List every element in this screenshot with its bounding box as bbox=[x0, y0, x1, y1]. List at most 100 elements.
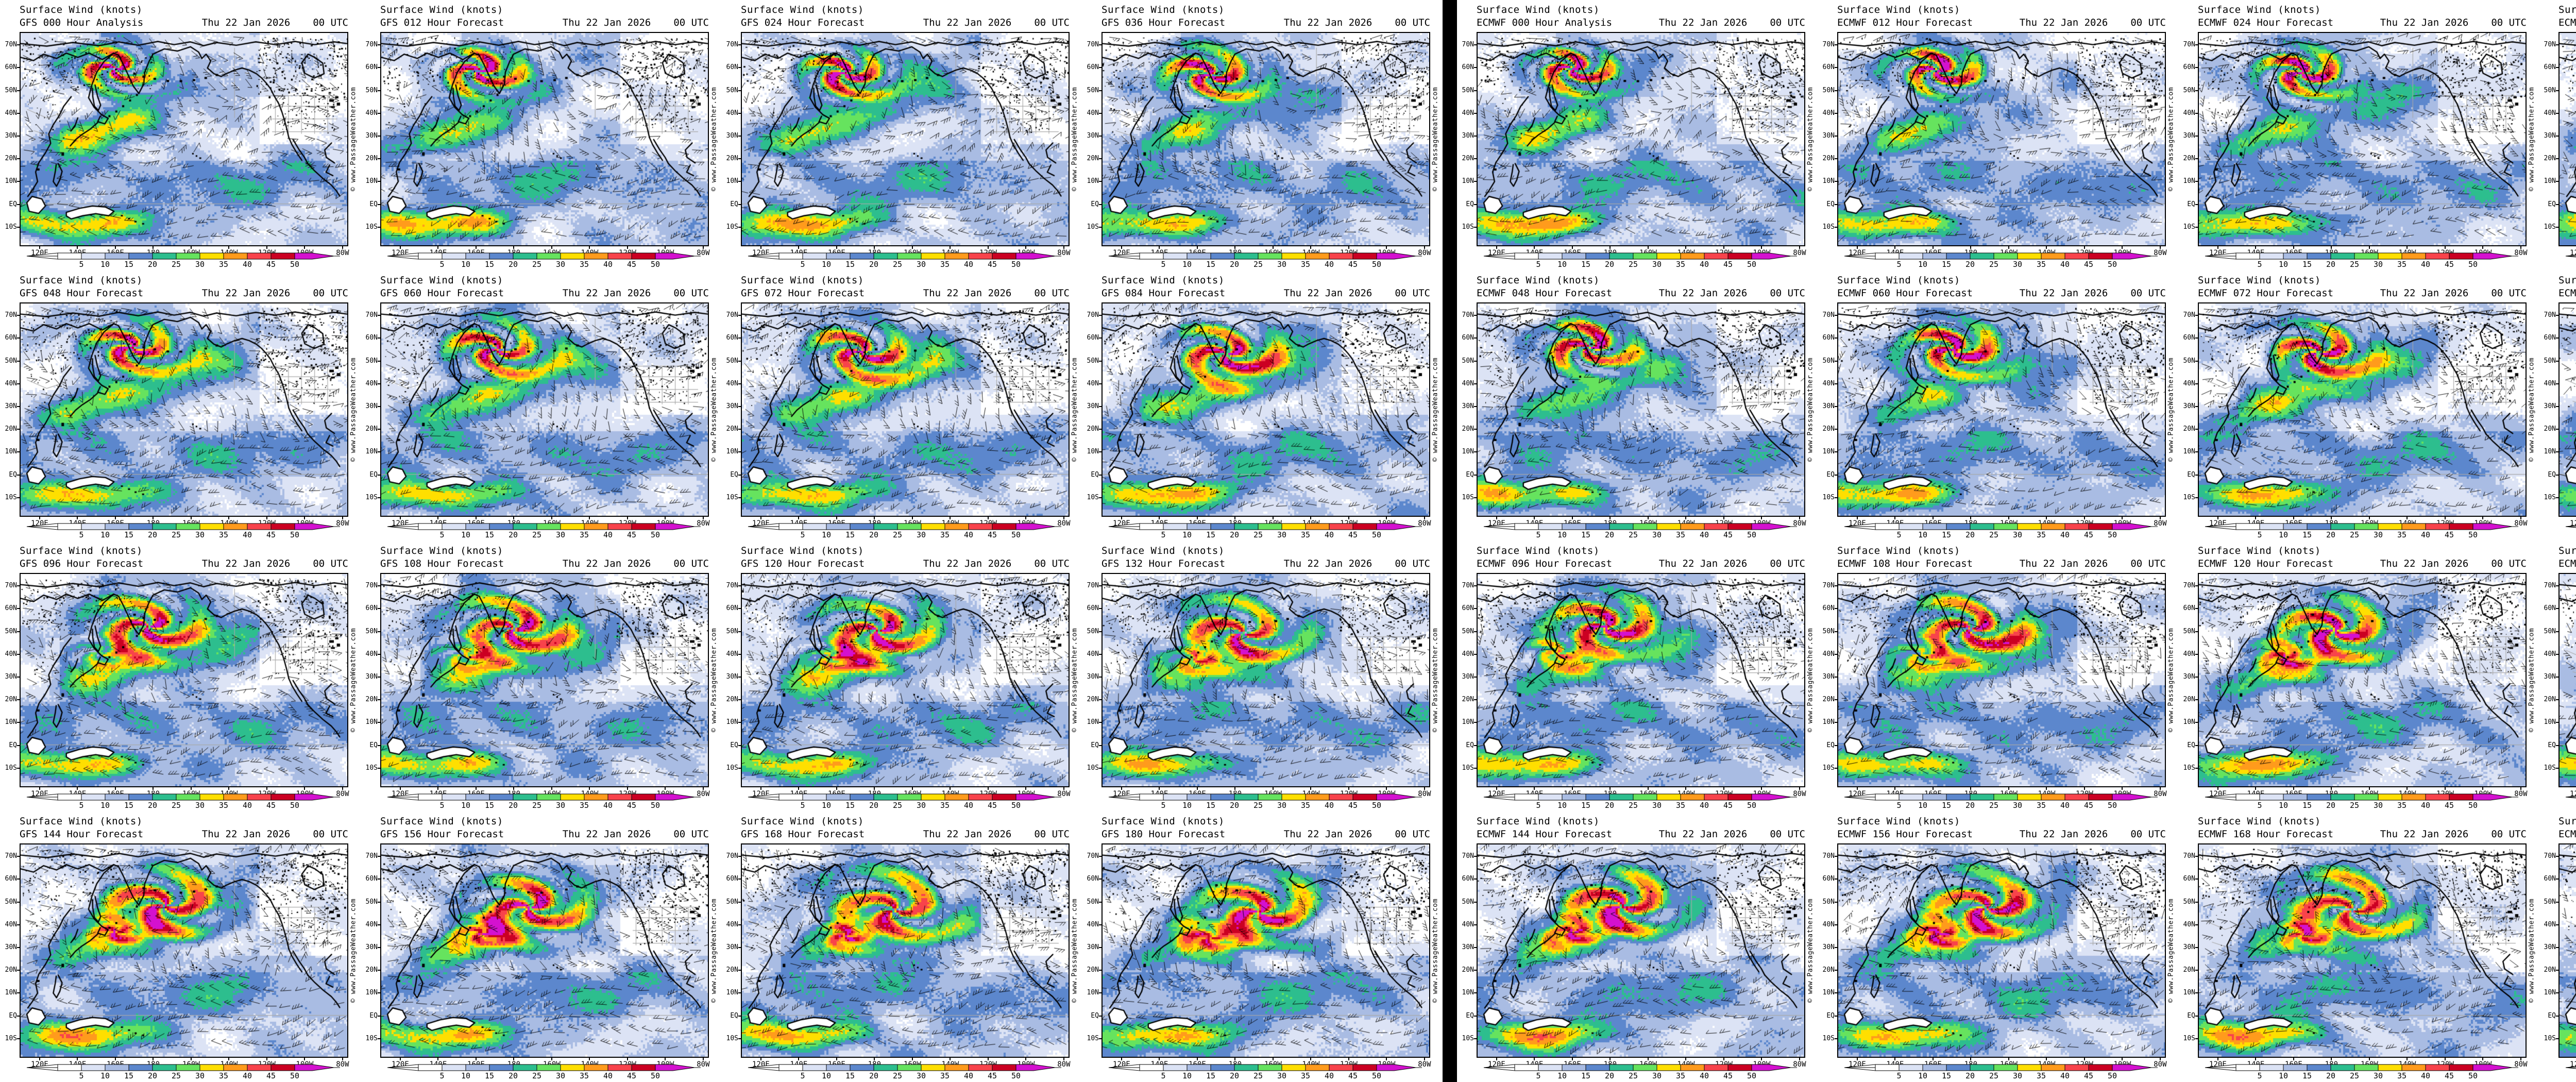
colorbar-underflow-arrow bbox=[26, 252, 58, 260]
colorbar-tick-label: 15 bbox=[485, 1071, 494, 1080]
lat-axis-label: 70N bbox=[2183, 581, 2195, 589]
lon-axis-tick bbox=[1348, 787, 1349, 790]
lat-axis-tick bbox=[2556, 1038, 2559, 1039]
lat-axis-tick bbox=[17, 158, 20, 160]
colorbar-segment bbox=[2041, 523, 2065, 530]
lat-axis-label: 30N bbox=[1462, 402, 1474, 411]
colorbar-segment bbox=[1305, 1064, 1330, 1071]
lat-axis-label: 50N bbox=[2183, 898, 2195, 906]
lon-axis-tick bbox=[1856, 787, 1858, 790]
lon-axis-tick bbox=[1970, 1058, 1972, 1060]
colorbar-tick-label: 20 bbox=[2326, 1071, 2335, 1080]
wind-map-frame bbox=[741, 573, 1070, 787]
lat-axis-tick bbox=[17, 608, 20, 610]
colorbar-tick-label: 45 bbox=[1348, 530, 1358, 539]
colorbar-tick-label: 30 bbox=[1652, 260, 1662, 269]
lat-axis-tick bbox=[1099, 383, 1102, 384]
colorbar-tick-label: 45 bbox=[627, 801, 636, 810]
panel-title: Surface Wind (knots) bbox=[741, 275, 864, 286]
colorbar-tick-label: 20 bbox=[1230, 260, 1239, 269]
lat-axis-label: 70N bbox=[1822, 581, 1835, 589]
colorbar-tick-label: 50 bbox=[1011, 260, 1021, 269]
colorbar-tick-label: 30 bbox=[2374, 530, 2383, 539]
colorbar-tick-label: 10 bbox=[1918, 1071, 1927, 1080]
lon-axis-tick bbox=[266, 246, 267, 249]
lon-axis-label: 120E bbox=[2570, 790, 2576, 798]
colorbar-tick-label: 50 bbox=[1747, 801, 1756, 810]
lon-axis-tick bbox=[1159, 246, 1160, 249]
lon-axis-tick bbox=[1234, 787, 1236, 790]
lat-axis-label: 10N bbox=[2183, 989, 2195, 997]
lon-axis-tick bbox=[1647, 1058, 1649, 1060]
colorbar-tick-label: 15 bbox=[845, 801, 855, 810]
copyright-watermark: © www.PassageWeather.com bbox=[1431, 357, 1439, 462]
lat-axis-label: 30N bbox=[1087, 132, 1099, 140]
colorbar-segment bbox=[270, 523, 295, 530]
lon-axis-label: 80W bbox=[1793, 249, 1806, 257]
lat-axis-label: 70N bbox=[2183, 311, 2195, 319]
lon-axis-tick bbox=[589, 787, 590, 790]
lon-axis-label: 80W bbox=[336, 249, 349, 257]
lon-axis-tick bbox=[2293, 1058, 2294, 1060]
colorbar-tick-label: 30 bbox=[1277, 1071, 1286, 1080]
lon-axis-tick bbox=[626, 517, 628, 519]
colorbar-segment bbox=[1187, 252, 1211, 260]
colorbar-overflow-arrow bbox=[2112, 1064, 2158, 1071]
colorbar-segment bbox=[1656, 252, 1681, 260]
lat-axis-label: 20N bbox=[2183, 966, 2195, 974]
lat-axis-label: 10S bbox=[365, 493, 378, 501]
lat-axis-tick bbox=[2195, 451, 2198, 453]
lat-axis-label: 40N bbox=[5, 379, 17, 387]
colorbar-segment bbox=[489, 1064, 514, 1071]
colorbar-segment bbox=[944, 1064, 969, 1071]
colorbar-tick-label: 30 bbox=[195, 260, 205, 269]
lat-axis-label: 70N bbox=[5, 581, 17, 589]
lat-axis-label: 10N bbox=[726, 718, 738, 726]
lat-axis-label: 70N bbox=[2183, 40, 2195, 48]
colorbar-overflow-arrow bbox=[1751, 252, 1797, 260]
lat-axis-label: 20N bbox=[365, 696, 378, 704]
lon-axis-tick bbox=[1025, 1058, 1027, 1060]
colorbar-overflow-arrow bbox=[1376, 523, 1422, 530]
lat-axis-tick bbox=[738, 112, 741, 114]
lat-axis-label: 30N bbox=[365, 402, 378, 411]
colorbar-tick-label: 30 bbox=[2013, 530, 2022, 539]
lon-axis-tick bbox=[39, 787, 40, 790]
lon-axis-tick bbox=[2083, 246, 2085, 249]
lon-axis-tick bbox=[589, 517, 590, 519]
lat-axis-tick bbox=[1099, 406, 1102, 408]
lat-axis-label: 40N bbox=[1462, 650, 1474, 658]
lat-axis-label: 20N bbox=[2183, 155, 2195, 163]
copyright-watermark: © www.PassageWeather.com bbox=[1806, 357, 1815, 462]
lon-axis-tick bbox=[2255, 787, 2257, 790]
colorbar-segment bbox=[2378, 793, 2402, 801]
colorbar-tick-label: 15 bbox=[485, 530, 494, 539]
colorbar-tick-label: 45 bbox=[1348, 1071, 1358, 1080]
colorbar-tick-label: 30 bbox=[1277, 260, 1286, 269]
colorbar-segment bbox=[1187, 1064, 1211, 1071]
lat-axis-label: 10S bbox=[1822, 493, 1835, 501]
colorbar-tick-label: 10 bbox=[822, 530, 831, 539]
lon-axis-tick bbox=[399, 1058, 401, 1060]
colorbar-tick-label: 25 bbox=[172, 530, 181, 539]
colorbar-tick-label: 40 bbox=[964, 260, 973, 269]
copyright-watermark: © www.PassageWeather.com bbox=[1431, 898, 1439, 1003]
lat-axis-label: 30N bbox=[2544, 673, 2556, 681]
lon-axis-tick bbox=[190, 246, 192, 249]
lat-axis-label: 40N bbox=[5, 650, 17, 658]
colorbar-segment bbox=[992, 1064, 1016, 1071]
colorbar-segment bbox=[2259, 1064, 2284, 1071]
panel-title: Surface Wind (knots) bbox=[380, 816, 503, 827]
lat-axis-tick bbox=[1835, 67, 1838, 69]
colorbar-overflow-arrow bbox=[1015, 1064, 1061, 1071]
lon-axis-label: 80W bbox=[2514, 249, 2528, 257]
lat-axis-tick bbox=[2195, 608, 2198, 610]
lat-axis-tick bbox=[1099, 767, 1102, 769]
colorbar-segment bbox=[921, 523, 945, 530]
colorbar-tick-label: 20 bbox=[1605, 530, 1614, 539]
